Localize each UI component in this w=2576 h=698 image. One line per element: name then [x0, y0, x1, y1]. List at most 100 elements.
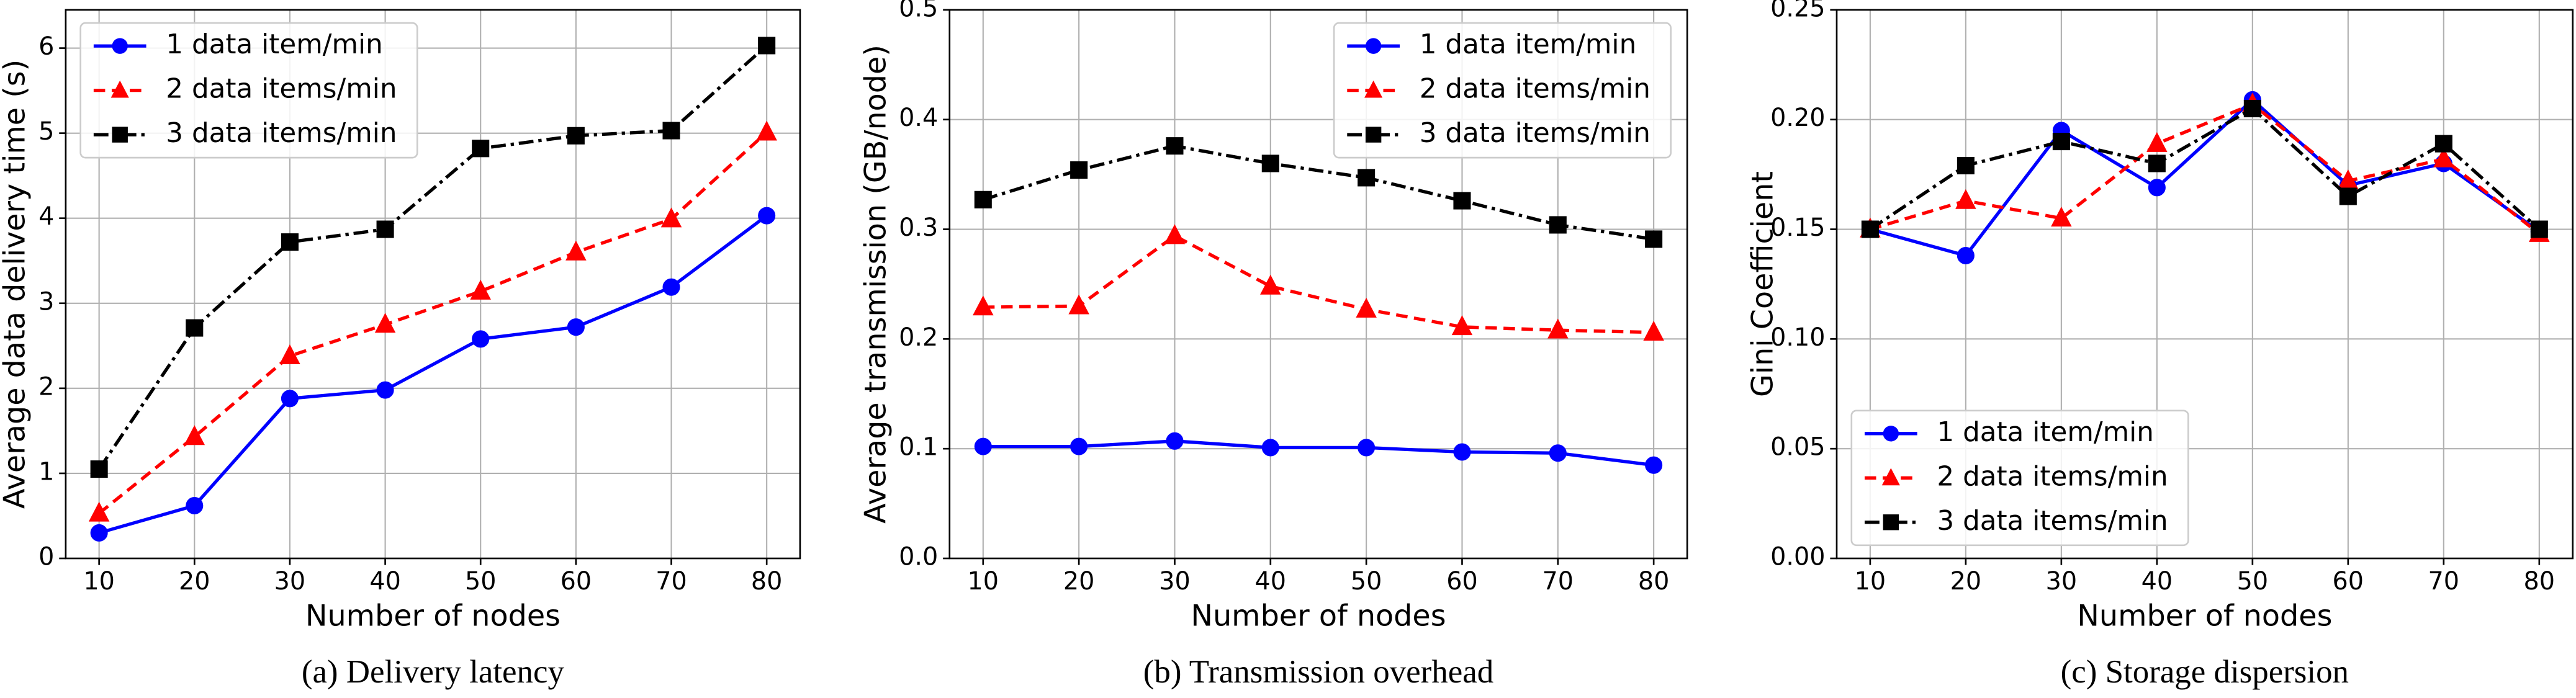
legend-label: 3 data items/min: [166, 117, 397, 149]
legend-label: 1 data item/min: [1937, 416, 2154, 448]
y-tick-label: 0.4: [899, 104, 938, 132]
y-tick-label: 0.00: [1770, 542, 1825, 571]
y-tick-label: 0.3: [899, 213, 938, 242]
y-tick-label: 0.1: [899, 433, 938, 462]
marker: [2433, 147, 2454, 168]
marker: [376, 381, 394, 399]
legend-label: 2 data items/min: [1937, 460, 2168, 492]
marker: [1645, 456, 1663, 474]
marker: [662, 278, 680, 296]
series-line: [983, 144, 1654, 241]
x-axis-label: Number of nodes: [1191, 599, 1446, 633]
marker: [1861, 220, 1879, 238]
marker: [1358, 439, 1376, 457]
x-tick-label: 10: [968, 567, 999, 596]
y-tick-label: 0.10: [1770, 323, 1825, 352]
marker: [758, 37, 776, 55]
legend-label: 3 data items/min: [1937, 505, 2168, 537]
x-tick-label: 50: [465, 567, 497, 596]
marker: [1643, 321, 1664, 341]
y-tick-label: 6: [38, 32, 54, 61]
marker: [279, 344, 300, 365]
marker: [662, 122, 680, 140]
chart: 0.00 0.05 0.10 0.15 0.20 0.25 10 20 30 40 50 60 70 80…: [1746, 0, 2574, 690]
series-line: [1870, 97, 2541, 257]
plot-frame: [948, 9, 1688, 560]
y-axis-label: Average transmission (GB/node): [858, 45, 893, 524]
marker: [1549, 216, 1567, 234]
y-tick-label: 0.20: [1770, 104, 1825, 132]
marker: [1261, 154, 1279, 172]
y-tick-label: 0.25: [1770, 0, 1825, 22]
y-tick-label: 0.05: [1770, 433, 1825, 462]
x-tick-label: 30: [1159, 567, 1191, 596]
marker: [1453, 192, 1471, 210]
y-tick-label: 5: [38, 117, 54, 146]
y-axis-label: Gini Coefficient: [1746, 171, 1780, 397]
plot-frame: [65, 9, 801, 560]
marker: [281, 233, 299, 251]
x-tick-label: 20: [1063, 567, 1095, 596]
y-tick-label: 0.2: [899, 323, 938, 352]
legend-label: 2 data items/min: [166, 73, 397, 105]
marker: [1547, 318, 1569, 339]
x-axis-label: Number of nodes: [305, 599, 561, 633]
marker: [472, 140, 490, 158]
marker: [1957, 156, 1975, 175]
y-tick-label: 0: [38, 542, 54, 571]
caption: (c) Storage dispersion: [2061, 654, 2349, 690]
x-tick-label: 40: [2141, 567, 2173, 596]
legend: 1 data item/min 2 data items/min 3 data it…: [1850, 409, 2189, 547]
y-tick-label: 3: [38, 287, 54, 316]
marker: [567, 127, 585, 145]
y-axis-label: Average data delivery time (s): [0, 60, 32, 509]
marker: [374, 313, 396, 333]
marker: [2146, 132, 2168, 152]
marker: [2339, 187, 2357, 205]
x-tick-label: 70: [655, 567, 687, 596]
marker: [186, 319, 204, 337]
marker: [1957, 246, 1975, 264]
series-line: [1870, 102, 2541, 235]
x-tick-label: 80: [2524, 567, 2556, 596]
legend-label: 3 data items/min: [1420, 117, 1651, 149]
legend-marker: [1883, 426, 1899, 442]
marker: [1068, 294, 1089, 315]
marker: [1645, 230, 1663, 248]
marker: [472, 330, 490, 348]
x-tick-label: 70: [2428, 567, 2460, 596]
marker: [1453, 443, 1471, 461]
x-tick-label: 60: [2333, 567, 2364, 596]
series-line: [97, 44, 768, 470]
legend-label: 2 data items/min: [1420, 73, 1651, 105]
x-tick-label: 80: [751, 567, 783, 596]
marker: [756, 120, 777, 141]
x-tick-label: 60: [561, 567, 592, 596]
legend-frame: [1850, 409, 2189, 547]
marker: [281, 390, 299, 408]
x-tick-label: 50: [1351, 567, 1382, 596]
marker: [1070, 161, 1088, 179]
x-tick-label: 10: [1855, 567, 1886, 596]
marker: [2052, 133, 2070, 151]
legend-label: 1 data item/min: [1420, 29, 1637, 60]
x-tick-label: 20: [179, 567, 210, 596]
series-line: [1869, 106, 2541, 231]
marker: [1070, 437, 1088, 455]
y-tick-label: 0.0: [899, 542, 938, 571]
plot-frame: [1835, 9, 2574, 560]
legend: 1 data item/min 2 data items/min 3 data it…: [1333, 22, 1672, 159]
legend-marker: [1883, 514, 1899, 530]
x-axis-label: Number of nodes: [2077, 599, 2332, 633]
marker: [974, 437, 992, 455]
x-tick-label: 40: [369, 567, 401, 596]
marker: [186, 496, 204, 515]
x-tick-label: 40: [1255, 567, 1287, 596]
chart: 0.0 0.1 0.2 0.3 0.4 0.5 10 20 30 40 50 60 70 80 Number…: [858, 0, 1688, 690]
marker: [90, 524, 108, 542]
series-line: [983, 439, 1654, 467]
marker: [758, 207, 776, 225]
series-line: [983, 234, 1654, 334]
marker: [1549, 444, 1567, 462]
